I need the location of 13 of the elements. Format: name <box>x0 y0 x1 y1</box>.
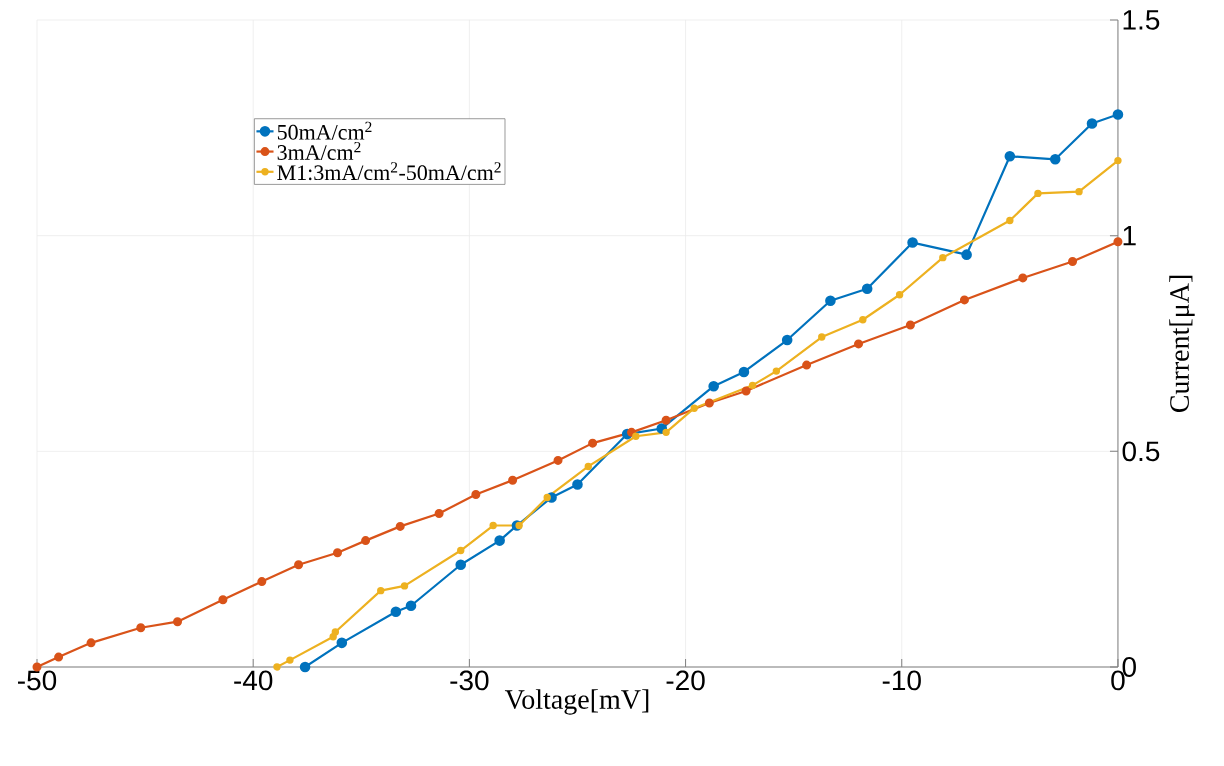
x-tick-label: -20 <box>666 670 705 691</box>
x-tick-label: -40 <box>234 670 273 691</box>
y-axis-title: Current[μA] <box>1169 275 1195 413</box>
x-tick-label: -10 <box>882 670 921 691</box>
x-axis-title: Voltage[mV] <box>504 689 649 715</box>
legend-label: M1:3mA/cm$^{2}$-50mA/cm$^{2}$ <box>277 162 501 181</box>
x-tick-label: -30 <box>450 670 489 691</box>
y-tick-label: 1 <box>1123 226 1136 246</box>
legend-label: 3mA/cm$^{2}$ <box>277 141 361 160</box>
x-tick-label: -50 <box>18 670 57 691</box>
y-tick-label: 1.5 <box>1123 10 1160 30</box>
legend-label: 50mA/cm$^{2}$ <box>277 121 372 140</box>
y-tick-label: 0.5 <box>1122 441 1160 462</box>
